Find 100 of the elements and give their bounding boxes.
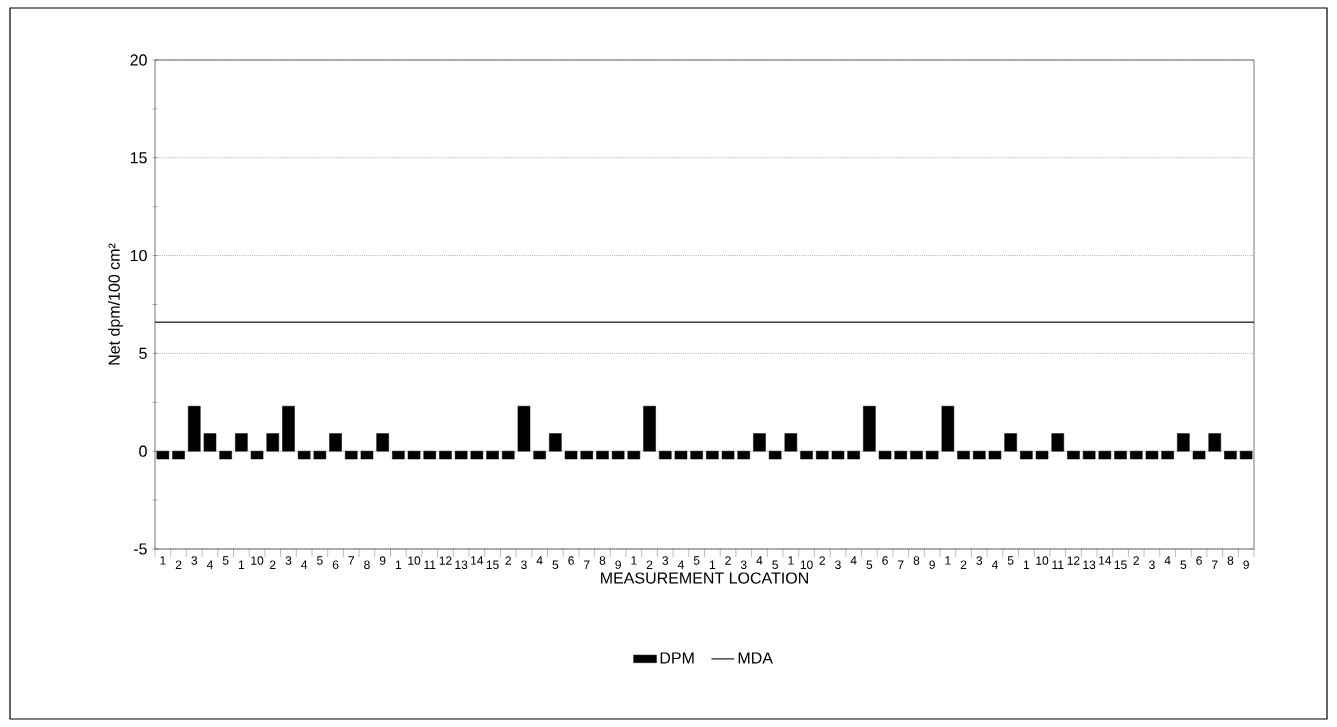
x-tick-label: 2 <box>960 560 967 569</box>
x-tick-label: 4 <box>301 560 308 569</box>
bar <box>187 405 201 452</box>
x-axis-title: MEASUREMENT LOCATION <box>601 572 808 584</box>
bar <box>219 450 232 460</box>
bar <box>533 450 546 460</box>
x-tick-label: 3 <box>662 556 669 565</box>
x-tick-label: 4 <box>756 556 763 565</box>
bar <box>831 450 845 460</box>
x-tick-label: 4 <box>850 556 857 565</box>
bar <box>863 405 876 452</box>
y-tick-label: 0 <box>139 445 147 457</box>
x-tick-label: 4 <box>991 560 998 569</box>
x-tick-label: 10 <box>800 560 813 569</box>
x-tick-label: 5 <box>772 560 778 569</box>
bar <box>172 450 185 460</box>
bar <box>1224 450 1237 460</box>
bar <box>1161 450 1174 460</box>
x-tick-label: 4 <box>206 560 213 569</box>
legend-label: MDA <box>738 652 773 664</box>
bar <box>957 450 970 460</box>
bar <box>1067 450 1080 460</box>
x-tick-label: 2 <box>646 560 653 569</box>
x-tick-label: 4 <box>536 556 543 565</box>
x-tick-label: 5 <box>317 556 323 565</box>
bar <box>611 450 625 460</box>
x-tick-label: 1 <box>160 556 166 565</box>
bar <box>972 450 986 460</box>
x-tick-label: 1 <box>709 560 716 569</box>
bar <box>329 433 342 452</box>
x-tick-label: 2 <box>819 556 825 565</box>
legend-label: DPM <box>660 652 694 664</box>
bar <box>1082 450 1096 460</box>
y-tick-label: 20 <box>130 54 147 66</box>
x-tick-label: 1 <box>238 560 245 569</box>
x-tick-label: 11 <box>424 560 436 569</box>
x-tick-label: 4 <box>1164 556 1171 565</box>
y-tick-label: 15 <box>130 152 147 164</box>
x-tick-label: 5 <box>866 560 873 569</box>
x-tick-label: 9 <box>379 556 386 565</box>
bar <box>501 450 515 460</box>
bar <box>486 450 499 460</box>
x-tick-label: 3 <box>521 560 527 569</box>
bar <box>282 405 295 452</box>
bar <box>297 450 311 460</box>
bar <box>235 433 248 452</box>
bar <box>737 450 751 460</box>
x-tick-label: 13 <box>1083 560 1096 569</box>
x-tick-label: 15 <box>1114 560 1127 569</box>
x-tick-label: 2 <box>505 556 511 565</box>
x-tick-label: 6 <box>1196 556 1202 565</box>
x-tick-label: 7 <box>1212 560 1218 569</box>
x-tick-label: 9 <box>929 560 935 569</box>
bar <box>392 450 405 460</box>
x-tick-label: 9 <box>615 560 621 569</box>
x-tick-label: 3 <box>740 560 747 569</box>
bar <box>564 450 578 460</box>
x-tick-label: 14 <box>471 556 484 565</box>
x-tick-label: 7 <box>348 556 354 565</box>
y-tick-label: 10 <box>130 249 147 262</box>
bar <box>407 450 421 460</box>
x-tick-label: 14 <box>1099 556 1112 565</box>
x-tick-label: 5 <box>1180 560 1187 569</box>
bar <box>1020 450 1033 460</box>
x-tick-label: 11 <box>1052 560 1064 569</box>
x-tick-label: 3 <box>976 556 983 565</box>
x-tick-label: 5 <box>693 556 700 565</box>
bar <box>423 450 437 460</box>
bar <box>1114 450 1127 460</box>
bar <box>549 433 562 452</box>
x-tick-label: 12 <box>1067 556 1080 565</box>
bar <box>721 450 735 460</box>
bar <box>674 450 688 460</box>
bar <box>250 450 264 460</box>
x-tick-label: 8 <box>364 560 370 569</box>
bar <box>360 450 374 460</box>
bar <box>894 450 908 460</box>
x-tick-label: 1 <box>788 556 794 565</box>
x-tick-label: 15 <box>486 560 499 569</box>
bar <box>580 450 594 460</box>
x-tick-label: 6 <box>568 556 574 565</box>
x-tick-label: 10 <box>408 556 421 565</box>
bar <box>753 433 766 452</box>
y-tick-label: 5 <box>139 347 147 359</box>
bar <box>439 450 452 460</box>
bar <box>517 405 531 452</box>
x-tick-label: 1 <box>945 556 951 565</box>
x-tick-label: 7 <box>584 560 590 569</box>
bar <box>596 450 609 460</box>
x-tick-label: 13 <box>455 560 468 569</box>
y-axis-title: Net dpm/100 cm² <box>108 243 123 365</box>
bar <box>470 450 484 460</box>
bar <box>1192 450 1206 460</box>
bar <box>344 450 358 460</box>
bar <box>1177 433 1190 452</box>
bar <box>266 433 280 452</box>
x-tick-label: 8 <box>599 556 606 565</box>
bar <box>203 433 217 452</box>
x-tick-label: 3 <box>285 556 292 565</box>
x-tick-label: 6 <box>882 556 888 565</box>
